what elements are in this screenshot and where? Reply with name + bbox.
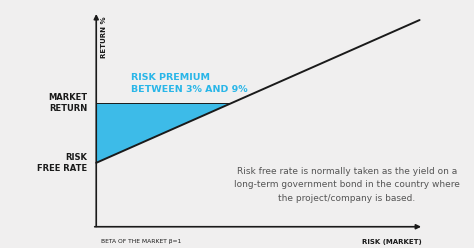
- Text: RISK PREMIUM
BETWEEN 3% AND 9%: RISK PREMIUM BETWEEN 3% AND 9%: [131, 73, 247, 94]
- Text: MARKET
RETURN: MARKET RETURN: [48, 93, 88, 113]
- Text: RETURN %: RETURN %: [100, 16, 107, 58]
- Text: RISK
FREE RATE: RISK FREE RATE: [37, 153, 88, 173]
- Text: Risk free rate is normally taken as the yield on a
long-term government bond in : Risk free rate is normally taken as the …: [234, 167, 460, 203]
- Text: RISK (MARKET): RISK (MARKET): [362, 239, 422, 245]
- Text: BETA OF THE MARKET β=1: BETA OF THE MARKET β=1: [100, 239, 181, 244]
- Polygon shape: [96, 103, 231, 163]
